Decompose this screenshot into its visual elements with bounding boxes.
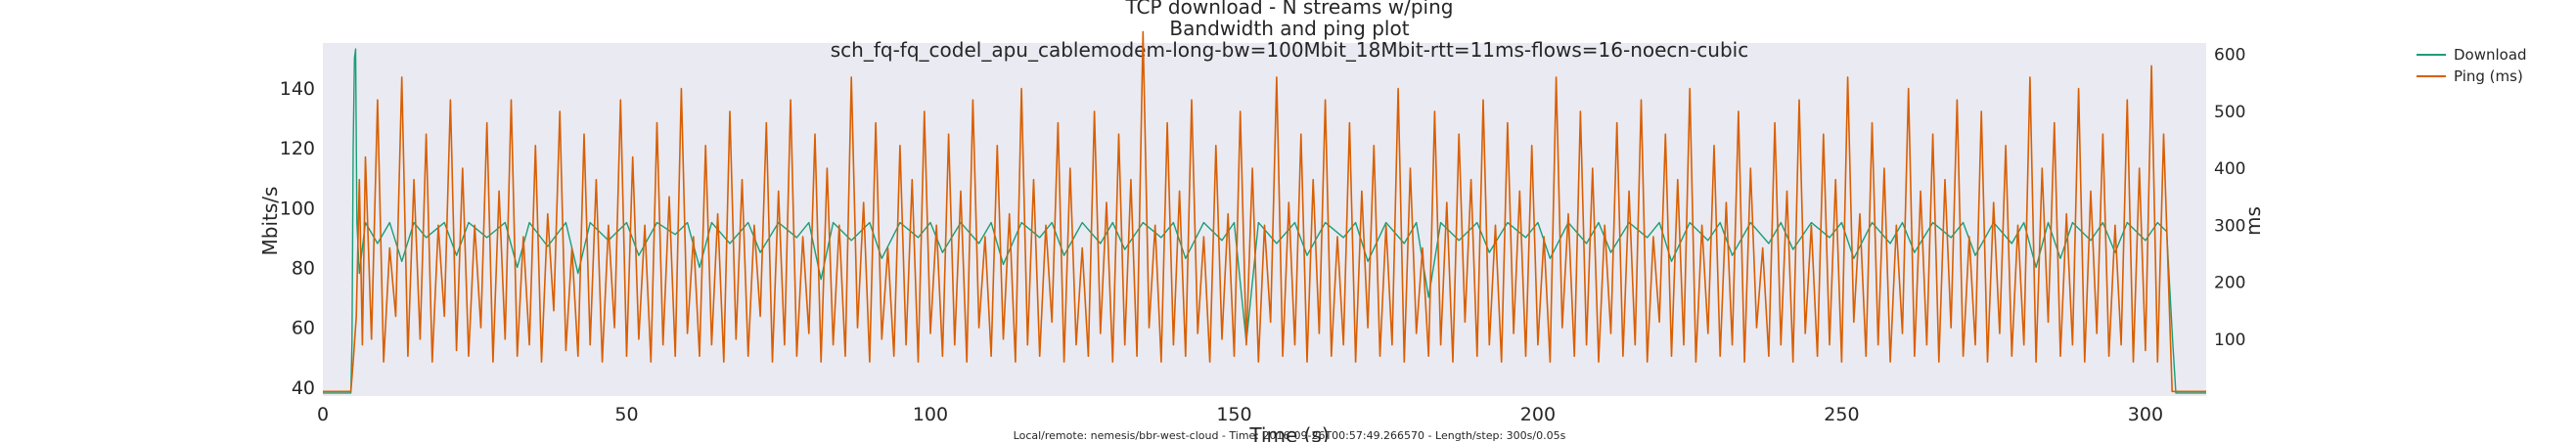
chart-subtitle: Bandwidth and ping plot <box>1169 17 1409 40</box>
y2-ticks: 100 200 300 400 500 600 <box>2214 46 2245 350</box>
y-tick-label: 60 <box>292 318 315 339</box>
y-tick-label: 40 <box>292 377 315 399</box>
series-lines <box>323 30 2206 394</box>
x-tick-label: 300 <box>2128 404 2163 425</box>
y2-tick-label: 500 <box>2214 103 2245 122</box>
y-tick-label: 80 <box>292 257 315 279</box>
x-tick-label: 0 <box>317 404 329 425</box>
x-tick-label: 250 <box>1824 404 1859 425</box>
footer-text: Local/remote: nemesis/bbr-west-cloud - T… <box>1014 429 1566 442</box>
y-axis-label: Mbits/s <box>258 187 282 256</box>
series-line-ping <box>323 30 2206 393</box>
y2-tick-label: 200 <box>2214 274 2245 293</box>
y2-tick-label: 400 <box>2214 159 2245 179</box>
x-tick-label: 100 <box>913 404 948 425</box>
x-tick-label: 50 <box>614 404 638 425</box>
x-tick-label: 200 <box>1520 404 1556 425</box>
legend-label: Ping (ms) <box>2454 67 2523 85</box>
legend: Download Ping (ms) <box>2417 46 2527 85</box>
plot-area <box>323 43 2206 396</box>
y2-axis-label: ms <box>2241 206 2265 236</box>
y-tick-label: 100 <box>280 198 315 219</box>
chart-title: TCP download - N streams w/ping <box>1125 0 1454 19</box>
x-axis-label: Time (s) <box>1248 423 1329 442</box>
y-ticks: 40 60 80 100 120 140 <box>280 78 315 399</box>
x-ticks: 0 50 100 150 200 250 300 <box>317 404 2163 425</box>
chart-subtitle-2: sch_fq-fq_codel_apu_cablemodem-long-bw=1… <box>831 38 1748 62</box>
x-tick-label: 150 <box>1216 404 1251 425</box>
y-tick-label: 140 <box>280 78 315 100</box>
y-tick-label: 120 <box>280 138 315 159</box>
legend-label: Download <box>2454 46 2527 64</box>
y2-tick-label: 600 <box>2214 46 2245 66</box>
y2-tick-label: 300 <box>2214 216 2245 236</box>
y2-tick-label: 100 <box>2214 331 2245 350</box>
